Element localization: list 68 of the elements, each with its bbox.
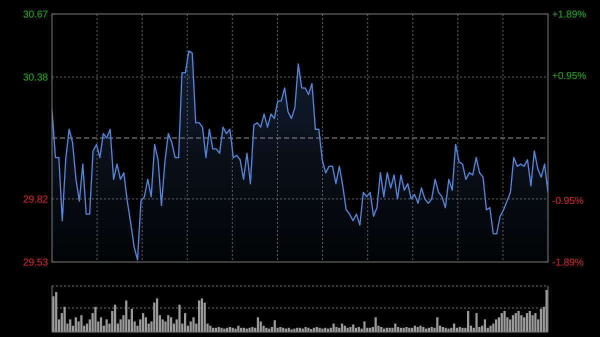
bar — [153, 302, 156, 332]
bar — [274, 320, 276, 332]
bar — [120, 319, 122, 332]
y2-tick-label: -1.89% — [552, 258, 584, 268]
bar — [310, 329, 312, 332]
bar — [386, 328, 388, 332]
bar — [422, 326, 424, 332]
bar — [268, 328, 270, 332]
bar — [402, 328, 405, 332]
bar — [374, 317, 377, 332]
bar — [55, 292, 58, 332]
bar — [436, 317, 438, 332]
y-tick-label: 30.38 — [22, 72, 48, 84]
bar — [282, 328, 284, 332]
bar — [74, 317, 77, 332]
y2-tick-label: +0.95% — [552, 71, 586, 82]
bar — [509, 319, 512, 332]
bar — [444, 328, 447, 332]
bar — [251, 326, 254, 332]
bar — [380, 326, 382, 332]
bar — [388, 328, 391, 332]
y-tick-label: 30.67 — [22, 10, 48, 20]
bar — [106, 319, 108, 332]
bar — [167, 315, 170, 332]
y-tick-label: 29.53 — [22, 258, 48, 268]
bar — [162, 319, 164, 332]
bar — [302, 328, 304, 332]
bar — [492, 324, 494, 332]
bar — [69, 319, 72, 332]
bar — [226, 328, 228, 332]
bar — [324, 328, 326, 332]
bar — [416, 326, 419, 332]
bar — [218, 326, 220, 332]
bar — [408, 328, 410, 332]
bar — [212, 328, 214, 332]
bar — [358, 326, 360, 332]
bar — [288, 328, 290, 332]
bar — [495, 319, 498, 332]
bar — [523, 317, 526, 332]
y2-tick-label: -0.95% — [552, 196, 584, 207]
bar — [330, 328, 332, 332]
bar — [430, 326, 433, 332]
bar — [209, 326, 212, 332]
y2-tick-label: +1.89% — [552, 10, 586, 20]
bar — [394, 324, 396, 332]
bar — [458, 326, 461, 332]
bar — [240, 328, 242, 332]
bar — [352, 324, 354, 332]
bar — [237, 326, 240, 332]
bar — [338, 328, 340, 332]
bar — [246, 328, 248, 332]
bar — [130, 308, 133, 332]
bar — [500, 313, 503, 332]
bar — [316, 326, 318, 332]
bar — [344, 326, 346, 332]
bar — [260, 322, 262, 332]
bar — [528, 311, 531, 332]
bar — [346, 328, 349, 332]
bar — [296, 328, 298, 332]
y-tick-label: 29.82 — [22, 194, 48, 206]
bar — [223, 328, 226, 332]
bar — [467, 311, 470, 332]
bar — [204, 302, 206, 332]
bar — [514, 313, 517, 332]
bar — [450, 328, 452, 332]
bar — [190, 322, 192, 332]
bar — [232, 328, 234, 332]
bar — [125, 300, 128, 332]
